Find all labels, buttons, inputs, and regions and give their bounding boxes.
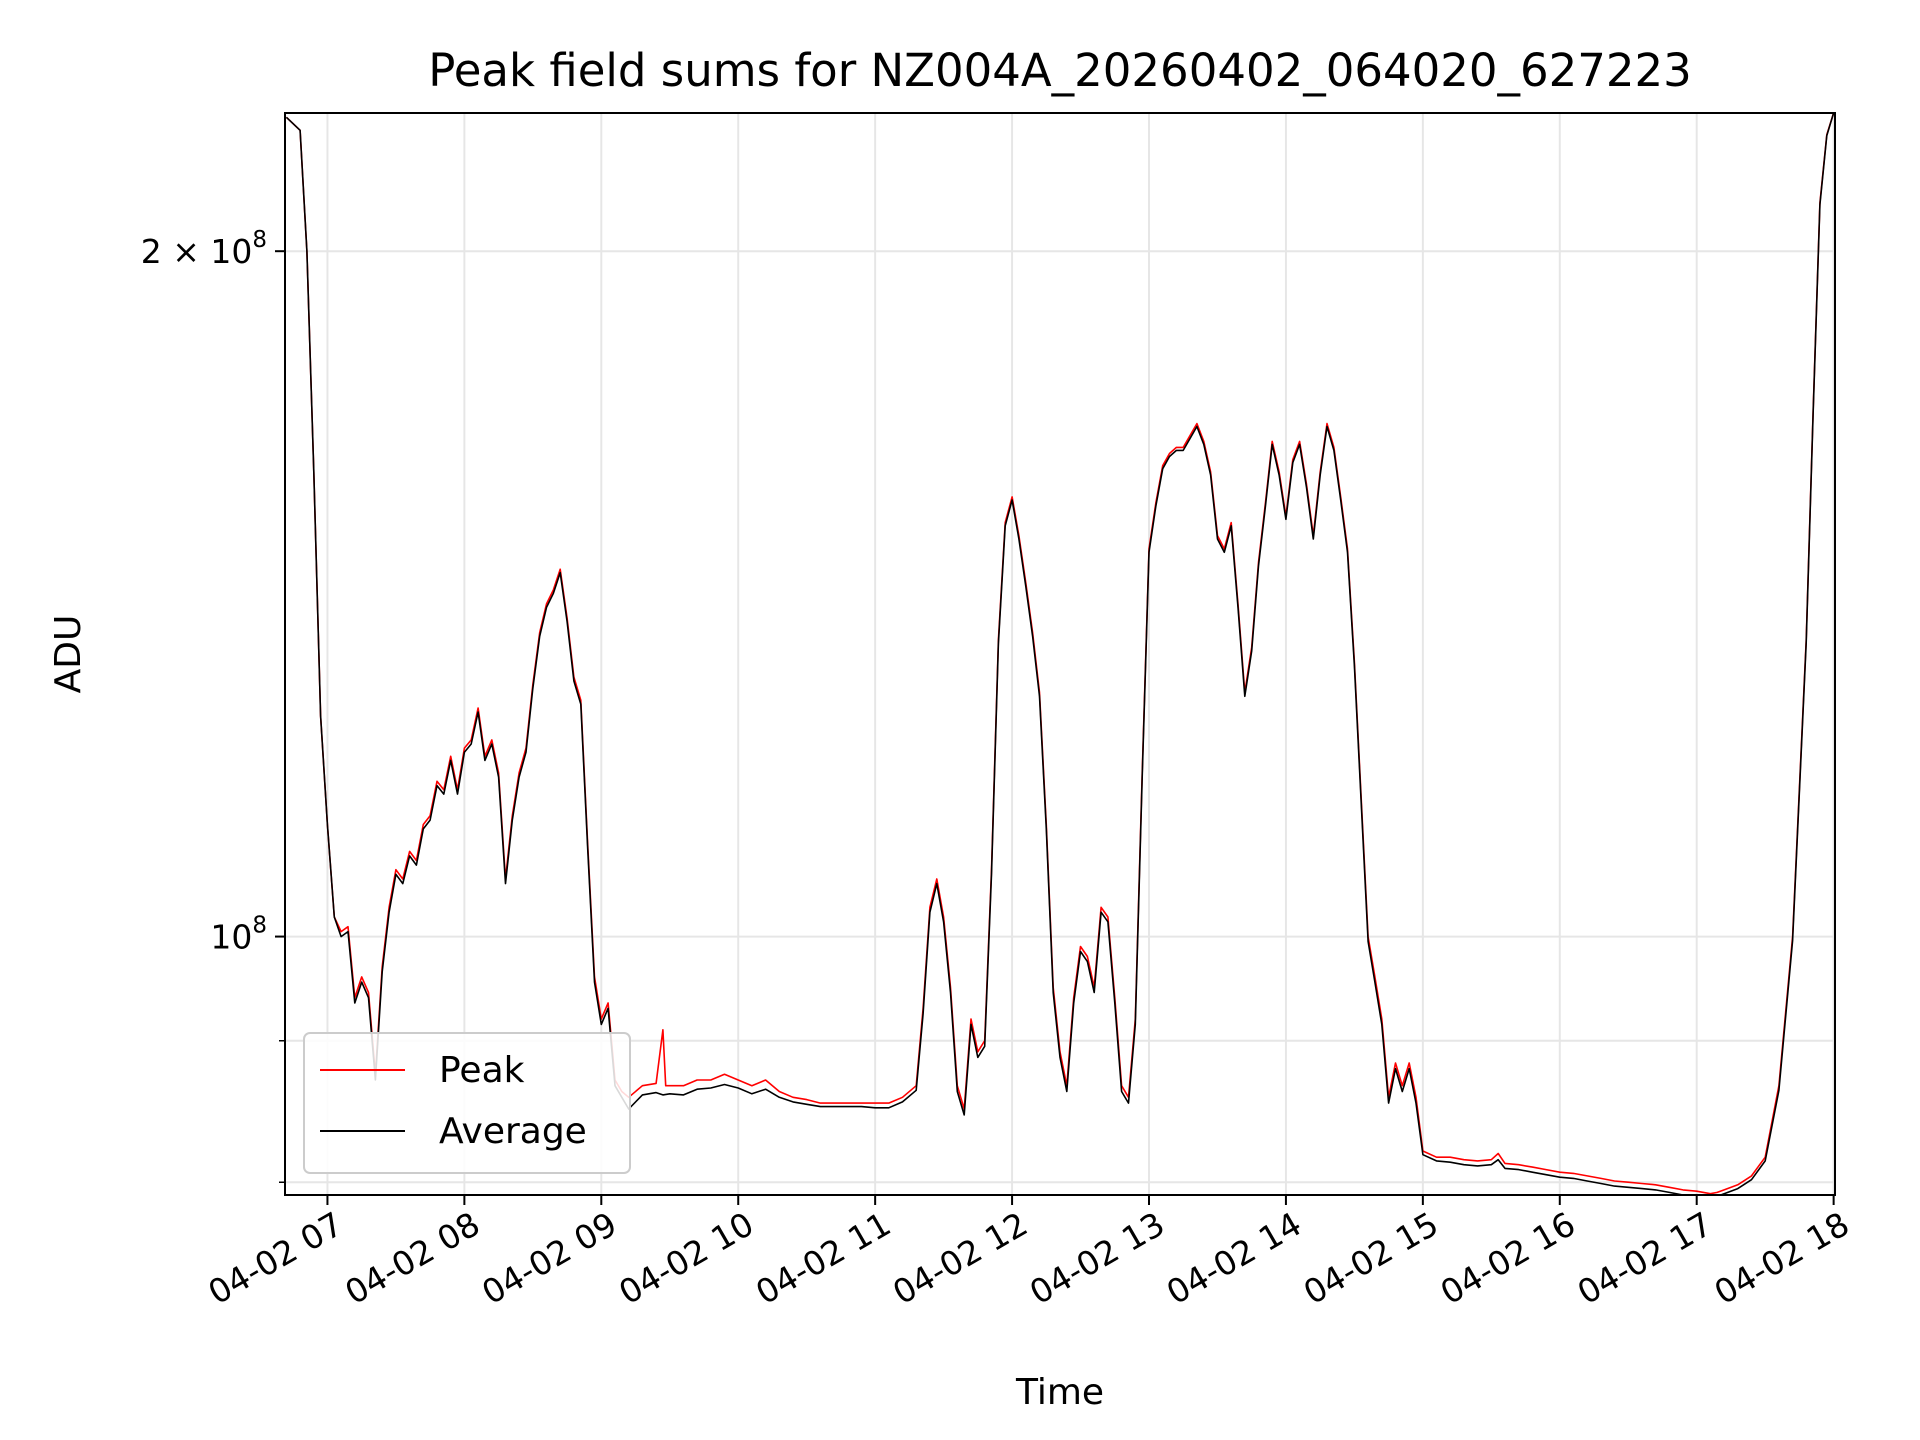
y-tick-label: 108 (210, 913, 267, 957)
plot-frame (284, 112, 1836, 1196)
series-line-average (285, 113, 1835, 1195)
legend-label-average: Average (439, 1111, 587, 1152)
grid (285, 113, 1835, 1195)
y-axis-label: ADU (48, 615, 89, 694)
legend: Peak Average (303, 1032, 631, 1174)
y-axis: 108 2 × 108 (141, 227, 285, 1183)
x-axis-label: Time (1015, 1372, 1104, 1413)
chart-title: Peak field sums for NZ004A_20260402_0640… (428, 44, 1692, 97)
legend-box (303, 1032, 631, 1174)
series-layer (285, 113, 1835, 1195)
legend-label-peak: Peak (439, 1050, 525, 1091)
y-tick-label: 2 × 108 (141, 227, 267, 271)
